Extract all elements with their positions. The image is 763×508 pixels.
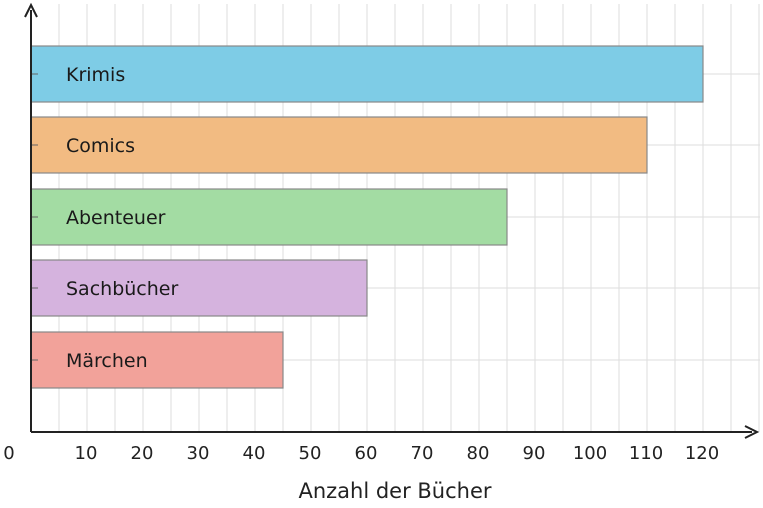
x-tick-label: 50	[299, 443, 322, 464]
bar-märchen	[30, 331, 284, 389]
x-tick-label: 100	[573, 443, 607, 464]
x-tick-label: 10	[75, 443, 98, 464]
x-tick-label: 80	[467, 443, 490, 464]
bar-label: Abenteuer	[66, 207, 166, 229]
bar-label: Märchen	[66, 350, 148, 372]
x-tick-label: 60	[355, 443, 378, 464]
axes	[24, 2, 760, 439]
x-axis-title: Anzahl der Bücher	[298, 479, 491, 503]
bars-group: Krimis Comics Abenteuer Sachbücher Märchen	[30, 45, 704, 389]
x-tick-label: 120	[685, 443, 719, 464]
bar-label: Krimis	[66, 64, 125, 86]
x-tick-label: 0	[3, 443, 14, 464]
bar-abenteuer	[30, 188, 508, 246]
bar-label: Sachbücher	[66, 278, 178, 300]
bar-label: Comics	[66, 135, 135, 157]
y-axis-arrow	[24, 2, 38, 18]
x-tick-label: 30	[187, 443, 210, 464]
x-axis-arrow	[744, 425, 760, 439]
x-tick-label: 70	[411, 443, 434, 464]
x-tick-label: 90	[523, 443, 546, 464]
bar-sachbücher	[30, 259, 368, 317]
x-tick-label: 20	[131, 443, 154, 464]
x-tick-labels: 0 10 20 30 40 50 60 70 80 90 100 110 120	[3, 443, 719, 464]
bar-krimis	[30, 45, 704, 103]
bar-comics	[30, 116, 648, 174]
x-tick-label: 40	[243, 443, 266, 464]
x-tick-label: 110	[629, 443, 663, 464]
